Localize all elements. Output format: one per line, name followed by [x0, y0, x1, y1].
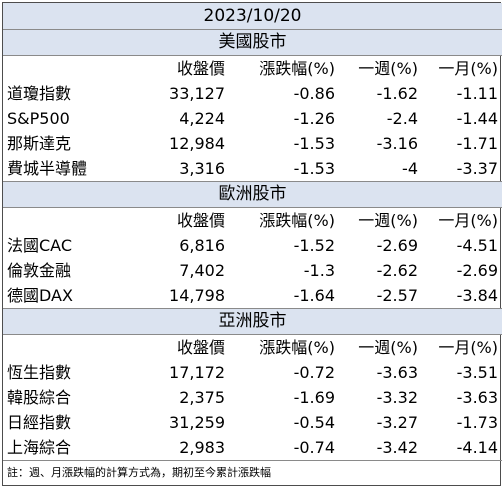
month-change: -1.71 [456, 134, 499, 153]
footnote: 註：週、月漲跌幅的計算方式為，期初至今累計漲跌幅 [7, 466, 271, 479]
table-row: 恆生指數 17,172 -0.72 -3.63 -3.51 [3, 360, 502, 385]
month-change: -4.14 [422, 435, 503, 461]
week-change: -2.69 [376, 236, 418, 255]
close-price: 3,316 [131, 156, 229, 182]
daily-change: -0.86 [293, 84, 335, 103]
table-row: 倫敦金融 7,402 -1.3 -2.62 -2.69 [3, 258, 502, 283]
column-header: 漲跌幅(%) [259, 338, 335, 357]
column-header: 一月(%) [438, 59, 499, 78]
close-price: 31,259 [169, 413, 225, 432]
daily-change: -0.54 [293, 413, 335, 432]
close-price: 17,172 [169, 363, 225, 382]
column-header: 一週(%) [358, 59, 418, 78]
daily-change: -1.64 [229, 283, 339, 309]
index-name: 倫敦金融 [7, 261, 72, 280]
table-row: S&P500 4,224 -1.26 -2.4 -1.44 [3, 106, 502, 131]
column-header: 收盤價 [176, 338, 225, 357]
month-change: -3.84 [422, 283, 503, 309]
index-table: 2023/10/20 美國股市 收盤價 漲跌幅(%) 一週(%) 一月(%) 道瓊指數 33,… [3, 3, 503, 461]
column-header: 一週(%) [358, 211, 418, 230]
table-row: 日經指數 31,259 -0.54 -3.27 -1.73 [3, 410, 502, 435]
month-change: -3.37 [422, 156, 503, 182]
column-header: 一週(%) [358, 338, 418, 357]
daily-change: -1.3 [303, 261, 335, 280]
column-header-blank [3, 208, 131, 234]
index-name: 法國CAC [7, 236, 73, 255]
region-title: 美國股市 [3, 29, 503, 56]
region-title: 歐洲股市 [3, 181, 503, 208]
week-change: -4 [339, 156, 422, 182]
week-change: -2.4 [386, 109, 418, 128]
column-header-row: 收盤價 漲跌幅(%) 一週(%) 一月(%) [3, 56, 502, 82]
column-header: 收盤價 [176, 211, 225, 230]
column-header: 一月(%) [438, 211, 499, 230]
month-change: -4.51 [456, 236, 499, 255]
table-row: 法國CAC 6,816 -1.52 -2.69 -4.51 [3, 233, 502, 258]
week-change: -2.57 [339, 283, 422, 309]
week-change: -2.62 [376, 261, 418, 280]
index-name: 恆生指數 [7, 363, 72, 382]
month-change: -1.44 [456, 109, 499, 128]
week-change: -3.42 [339, 435, 422, 461]
index-name: 那斯達克 [7, 134, 72, 153]
column-header-blank [3, 56, 131, 82]
close-price: 33,127 [169, 84, 225, 103]
daily-change: -1.52 [293, 236, 335, 255]
table-row: 韓股綜合 2,375 -1.69 -3.32 -3.63 [3, 385, 502, 410]
daily-change: -0.74 [229, 435, 339, 461]
table-row: 上海綜合 2,983 -0.74 -3.42 -4.14 [3, 435, 503, 461]
column-header-blank [3, 335, 131, 361]
index-name: 日經指數 [7, 413, 72, 432]
daily-change: -1.53 [293, 134, 335, 153]
table-row: 德國DAX 14,798 -1.64 -2.57 -3.84 [3, 283, 503, 309]
index-name: 韓股綜合 [7, 388, 72, 407]
region-header: 美國股市 [3, 29, 503, 56]
date-row: 2023/10/20 [3, 3, 503, 30]
region-header: 亞洲股市 [3, 308, 503, 335]
region-title: 亞洲股市 [3, 308, 503, 335]
index-name: 德國DAX [3, 283, 131, 309]
index-name: 費城半導體 [3, 156, 131, 182]
week-change: -1.62 [376, 84, 418, 103]
column-header: 漲跌幅(%) [259, 59, 335, 78]
region-header: 歐洲股市 [3, 181, 503, 208]
month-change: -1.73 [456, 413, 499, 432]
month-change: -2.69 [456, 261, 499, 280]
column-header-row: 收盤價 漲跌幅(%) 一週(%) 一月(%) [3, 335, 502, 361]
daily-change: -1.26 [293, 109, 335, 128]
index-name: 上海綜合 [3, 435, 131, 461]
daily-change: -1.69 [293, 388, 335, 407]
close-price: 6,816 [179, 236, 225, 255]
table-row: 那斯達克 12,984 -1.53 -3.16 -1.71 [3, 131, 502, 156]
daily-change: -1.53 [229, 156, 339, 182]
week-change: -3.27 [376, 413, 418, 432]
table-row: 費城半導體 3,316 -1.53 -4 -3.37 [3, 156, 503, 182]
close-price: 2,375 [179, 388, 225, 407]
column-header: 收盤價 [176, 59, 225, 78]
daily-change: -0.72 [293, 363, 335, 382]
date-label: 2023/10/20 [3, 3, 503, 30]
close-price: 2,983 [131, 435, 229, 461]
month-change: -3.63 [456, 388, 499, 407]
column-header: 一月(%) [438, 338, 499, 357]
close-price: 4,224 [179, 109, 225, 128]
close-price: 14,798 [131, 283, 229, 309]
table-row: 道瓊指數 33,127 -0.86 -1.62 -1.11 [3, 81, 502, 106]
index-name: 道瓊指數 [7, 84, 72, 103]
close-price: 12,984 [169, 134, 225, 153]
close-price: 7,402 [179, 261, 225, 280]
month-change: -3.51 [456, 363, 499, 382]
week-change: -3.32 [376, 388, 418, 407]
index-name: S&P500 [7, 109, 70, 128]
week-change: -3.63 [376, 363, 418, 382]
column-header-row: 收盤價 漲跌幅(%) 一週(%) 一月(%) [3, 208, 502, 234]
week-change: -3.16 [376, 134, 418, 153]
month-change: -1.11 [456, 84, 499, 103]
column-header: 漲跌幅(%) [259, 211, 335, 230]
